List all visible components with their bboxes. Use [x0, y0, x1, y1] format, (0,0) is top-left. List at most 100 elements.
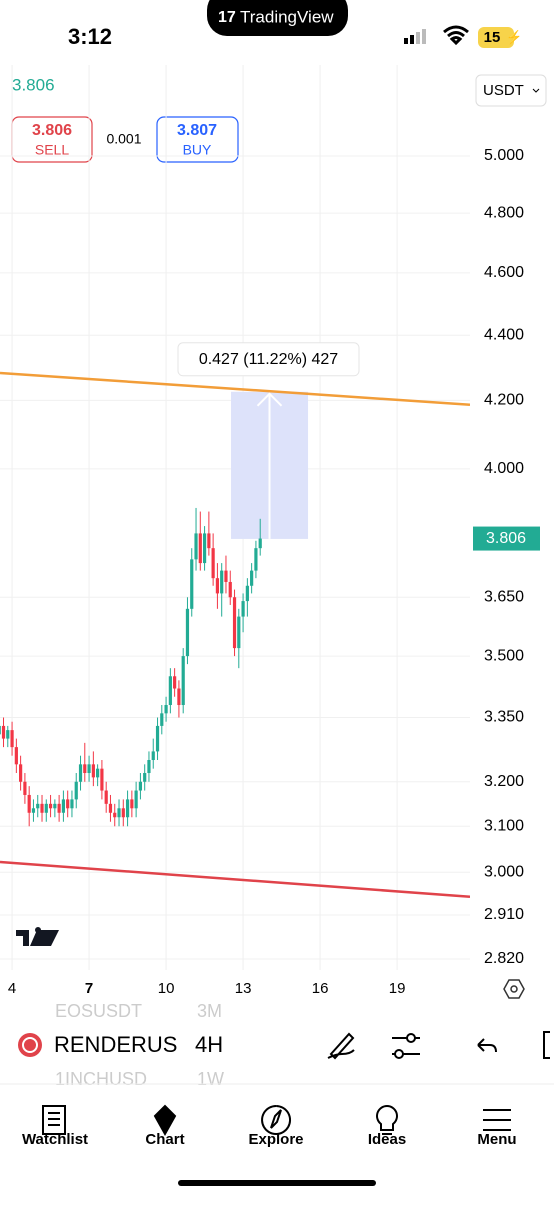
candle-body [134, 790, 138, 809]
x-tick-label: 16 [312, 980, 329, 997]
currency[interactable]: USDT [483, 82, 524, 99]
nav-label[interactable]: Menu [477, 1131, 516, 1148]
y-tick-label: 2.820 [484, 950, 524, 967]
y-tick-label: 4.400 [484, 326, 524, 343]
candle-body [164, 705, 168, 714]
candle-body [57, 803, 61, 813]
nav-label[interactable]: Explore [248, 1131, 303, 1148]
nav-icon[interactable] [261, 1105, 292, 1135]
candle-body [155, 725, 160, 752]
candle-body [104, 790, 108, 804]
candle-body [19, 764, 23, 782]
candle-body [130, 799, 134, 809]
tv-logo-dot [35, 927, 41, 933]
trend-line [0, 371, 470, 407]
next-symbol: 1INCHUSD [55, 1069, 147, 1089]
indicators-knob[interactable] [406, 1033, 416, 1043]
draw-tool[interactable] [327, 1032, 355, 1060]
candle-body [198, 533, 202, 564]
buy-button[interactable]: 3.807 BUY [156, 116, 239, 163]
candle-body [232, 597, 237, 649]
candle-body [168, 676, 172, 706]
nav-label[interactable]: Chart [145, 1131, 184, 1148]
settings-dot[interactable] [510, 985, 518, 993]
buy-price[interactable]: 3.807 [177, 122, 217, 139]
candle-body [194, 533, 198, 560]
home-indicator [178, 1180, 376, 1186]
buy-box[interactable] [156, 116, 239, 163]
nav-icon[interactable] [42, 1105, 66, 1135]
candle-body [143, 773, 147, 782]
candle-body [250, 570, 254, 586]
candle-body [245, 585, 249, 602]
candle-body [1, 725, 6, 739]
plot [0, 371, 470, 899]
y-tick-label: 3.200 [484, 773, 524, 790]
indicators-knob[interactable] [394, 1049, 404, 1059]
y-tick-label: 3.500 [484, 647, 524, 664]
symbol[interactable]: RENDERUS [54, 1032, 177, 1057]
nav-icon[interactable] [483, 1109, 511, 1131]
candle-body [177, 688, 181, 706]
battery [478, 27, 514, 48]
tv-logo [16, 930, 59, 946]
island [207, 0, 348, 36]
nav-icon[interactable] [153, 1104, 177, 1137]
x-tick-label: 4 [8, 980, 16, 997]
candle-body [185, 608, 190, 657]
y-tick-label: 3.350 [484, 709, 524, 726]
sell-price[interactable]: 3.806 [32, 122, 72, 139]
candle-body [224, 570, 228, 582]
candle-body [44, 803, 48, 813]
y-tick-label: 4.600 [484, 264, 524, 281]
candle-body [78, 764, 83, 782]
signal [404, 29, 426, 44]
candle-body [138, 781, 143, 791]
candle-body [181, 656, 185, 706]
buy-label[interactable]: BUY [183, 142, 212, 158]
candle-body [121, 808, 125, 818]
undo[interactable] [477, 1038, 497, 1053]
sell-button[interactable]: 3.806 SELL [11, 116, 93, 163]
candle-body [207, 533, 211, 549]
currency-dropdown[interactable]: USDT [475, 74, 547, 107]
y-tick-label: 4.800 [484, 204, 524, 221]
candle-body [48, 803, 53, 809]
candle-body [53, 803, 57, 809]
spread: 0.001 [106, 131, 141, 147]
candle-body [40, 803, 44, 813]
candle-body [36, 803, 40, 809]
candle-body [220, 570, 224, 594]
candle-body [215, 578, 220, 594]
sell-label[interactable]: SELL [35, 142, 69, 158]
candle-body [258, 538, 262, 549]
candle-body [70, 799, 74, 809]
nav-label[interactable]: Watchlist [22, 1131, 88, 1148]
app-name: TradingView [240, 7, 334, 26]
symbol-icon[interactable] [18, 1033, 42, 1057]
prev-symbol: EOSUSDT [55, 1001, 142, 1021]
symbol-icon-ring[interactable] [22, 1037, 38, 1053]
nav-label[interactable]: Ideas [368, 1131, 406, 1148]
time: 3:12 [68, 24, 112, 49]
candle-body [241, 601, 245, 617]
candle-body [31, 808, 36, 813]
settings-icon[interactable] [503, 979, 525, 999]
candle-body [10, 730, 14, 748]
charging: ⚡ [506, 29, 522, 45]
candle-body [237, 616, 241, 649]
nav-icon[interactable] [376, 1105, 398, 1135]
wifi [443, 25, 469, 46]
interval[interactable]: 4H [195, 1032, 223, 1057]
chevron[interactable] [532, 88, 540, 93]
candle-body [202, 533, 207, 564]
x-tick-label: 19 [389, 980, 406, 997]
last-price-tag [473, 526, 540, 551]
candle-body [108, 803, 113, 813]
fullscreen[interactable] [543, 1031, 550, 1059]
candle-body [87, 764, 91, 774]
trend-line [0, 860, 470, 899]
candle-body [74, 781, 78, 800]
currency-box[interactable] [475, 74, 547, 107]
